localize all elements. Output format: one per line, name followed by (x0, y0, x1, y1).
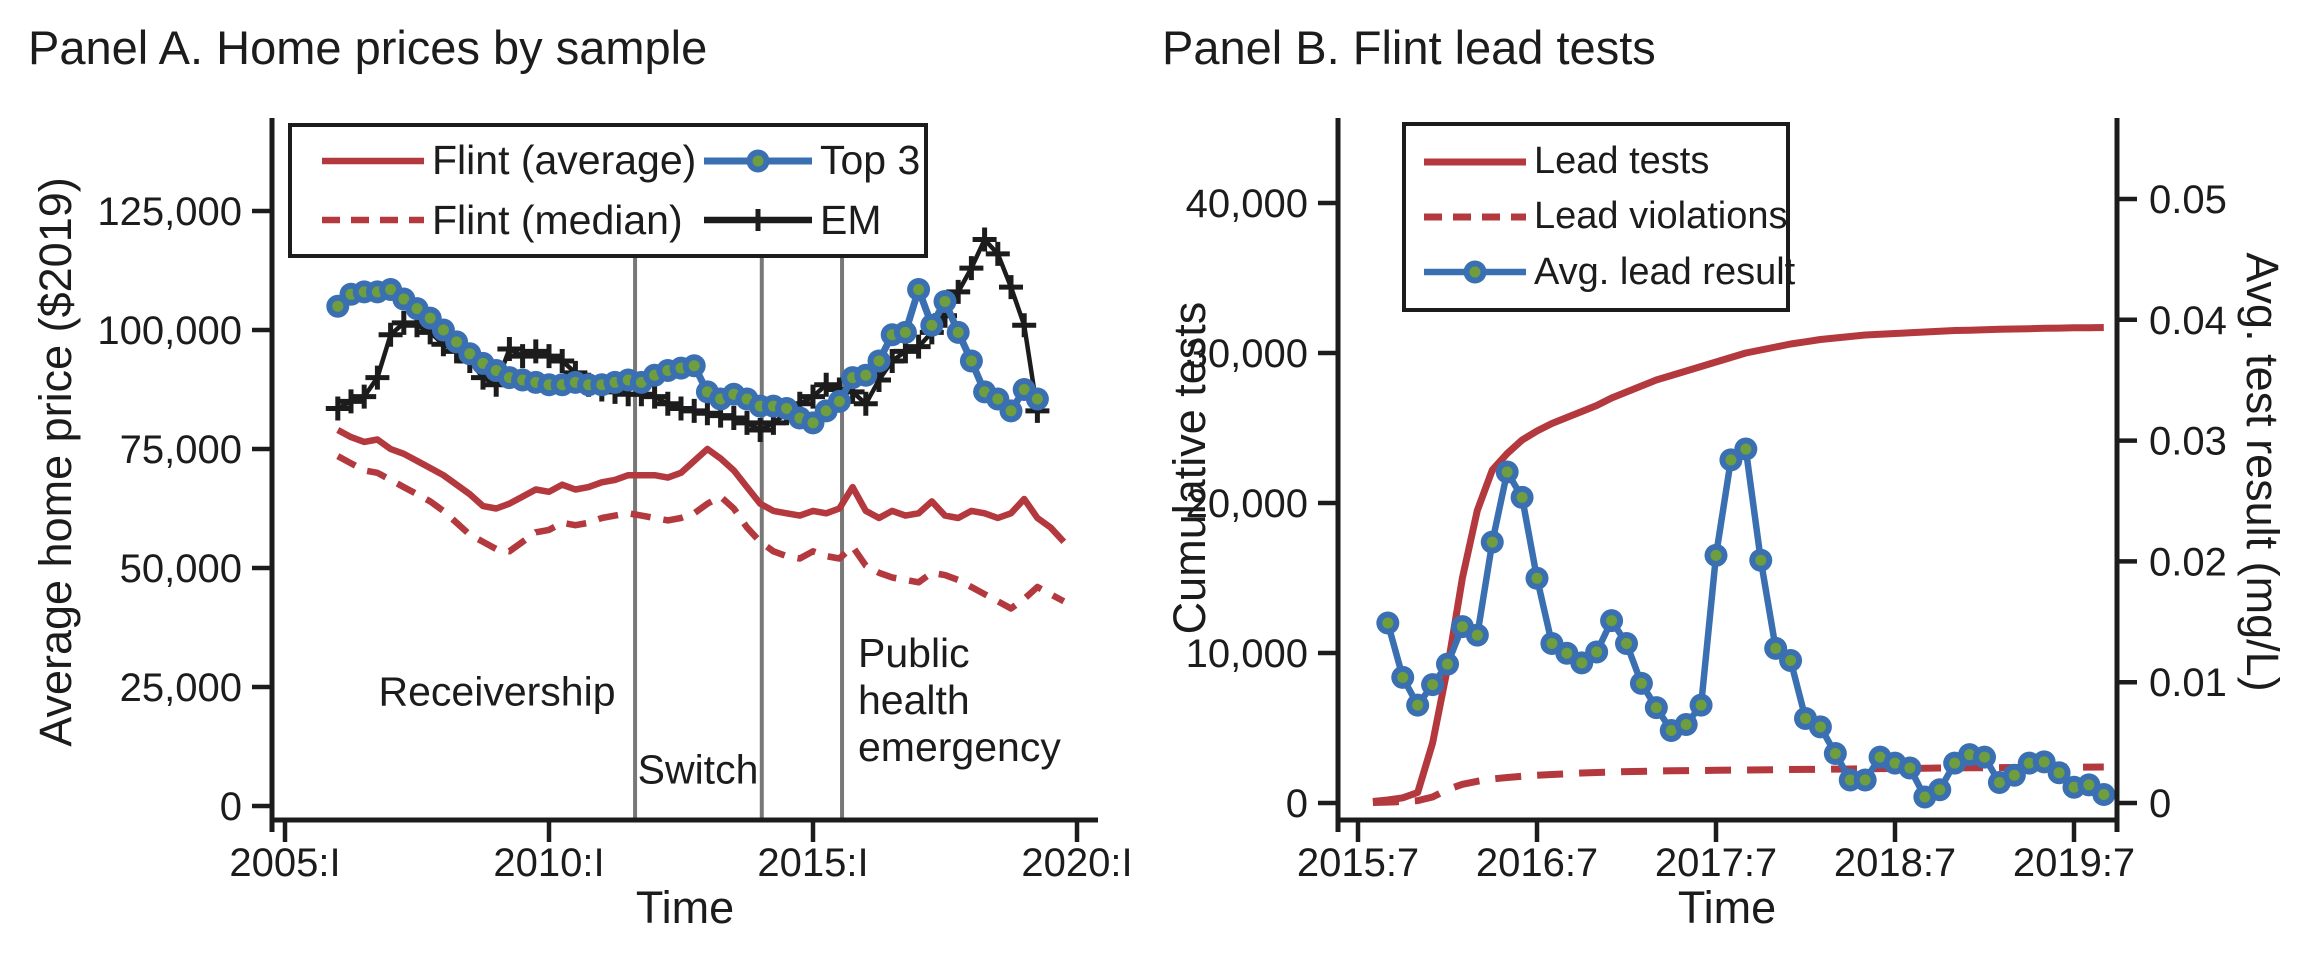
tick-label: 0.05 (2149, 178, 2227, 222)
panel-a-series-top3 (326, 278, 1049, 435)
tick-label: 2019:7 (2013, 841, 2135, 885)
legend-label-avg-lead: Avg. lead result (1534, 250, 1796, 293)
legend-label-top3: Top 3 (820, 137, 921, 184)
tick-label: 0 (220, 785, 242, 829)
tick-label: 0.02 (2149, 540, 2227, 584)
legend-entry-top3: Top 3 (702, 137, 920, 184)
panel-a-chart: 0 25,000 50,000 75,000 100,000 125,000 2005:I 2… (97, 118, 1133, 885)
annotation-public-health-emergency: Public health emergency (858, 630, 1061, 770)
legend-entry-lead-tests: Lead tests (1422, 140, 1776, 184)
tick-label: 10,000 (1186, 632, 1308, 676)
legend-label-flint-average: Flint (average) (432, 137, 697, 184)
legend-label-em: EM (820, 196, 882, 243)
panel-a-series-flint_median (336, 453, 1066, 612)
legend-entry-flint-average: Flint (average) (320, 137, 702, 184)
panel-b-x-axis-title: Time (1677, 882, 1777, 933)
panel-b-legend: Lead tests Lead violations Avg. lead res… (1402, 122, 1795, 312)
panel-a-x-axis-title: Time (635, 882, 735, 933)
panel-b-series-avg_lead (1376, 437, 2116, 809)
panel-b-series-lead_tests (1372, 324, 2104, 805)
tick-label: 2015:I (757, 841, 868, 885)
panel-b-left-axis-title: Cumulative tests (1164, 301, 1215, 635)
legend-entry-em: EM (702, 197, 920, 244)
annotation-receivership: Receivership (378, 668, 616, 715)
panel-b-title: Panel B. Flint lead tests (1162, 21, 1656, 74)
em-line-swatch (704, 209, 812, 232)
tick-label: 2016:7 (1476, 841, 1598, 885)
flint-average-line-swatch (322, 157, 424, 164)
tick-label: 0 (2149, 782, 2171, 826)
lead-violations-line-swatch (1424, 213, 1526, 221)
tick-label: 0.03 (2149, 420, 2227, 464)
tick-label: 2017:7 (1655, 841, 1777, 885)
panel-a-series-flint_average (336, 427, 1067, 545)
annotation-switch: Switch (637, 746, 759, 793)
panel-b-axes: 0 10,000 20,000 30,000 40,000 0 0.01 0.02 0.03 0.… (1186, 118, 2227, 885)
avg-lead-line-swatch (1424, 260, 1526, 284)
tick-label: 40,000 (1186, 182, 1308, 226)
tick-label: 2015:7 (1297, 841, 1419, 885)
panel-a-title: Panel A. Home prices by sample (28, 21, 708, 74)
tick-label: 100,000 (97, 309, 242, 353)
tick-label: 0.01 (2149, 661, 2227, 705)
legend-label-lead-tests: Lead tests (1534, 140, 1710, 183)
tick-label: 125,000 (97, 190, 242, 234)
tick-label: 2010:I (493, 841, 604, 885)
panel-a-axes: 0 25,000 50,000 75,000 100,000 125,000 2005:I 2… (97, 118, 1133, 885)
legend-label-lead-violations: Lead violations (1534, 195, 1788, 238)
panel-b-right-axis-title: Avg. test result (mg/L) (2237, 252, 2288, 692)
tick-label: 75,000 (120, 428, 242, 472)
tick-label: 2005:I (229, 841, 340, 885)
top3-line-swatch (704, 149, 812, 173)
legend-entry-lead-violations: Lead violations (1422, 195, 1788, 239)
panel-a-y-axis-title: Average home price ($2019) (30, 177, 81, 747)
legend-label-flint-median: Flint (median) (432, 196, 683, 243)
tick-label: 2018:7 (1834, 841, 1956, 885)
panel-b-chart: 0 10,000 20,000 30,000 40,000 0 0.01 0.02 0.03 0.… (1186, 118, 2227, 885)
tick-label: 0.04 (2149, 299, 2227, 343)
flint-median-line-swatch (322, 217, 424, 224)
tick-label: 50,000 (120, 547, 242, 591)
tick-label: 20,000 (1186, 482, 1308, 526)
tick-label: 30,000 (1186, 332, 1308, 376)
tick-label: 0 (1286, 782, 1308, 826)
tick-label: 2020:I (1021, 841, 1132, 885)
legend-entry-flint-median: Flint (median) (320, 197, 702, 244)
tick-label: 25,000 (120, 666, 242, 710)
legend-entry-avg-lead: Avg. lead result (1422, 250, 1795, 294)
lead-tests-line-swatch (1424, 158, 1526, 166)
panel-a-legend: Flint (average) Flint (median) Top 3 EM (288, 123, 928, 258)
